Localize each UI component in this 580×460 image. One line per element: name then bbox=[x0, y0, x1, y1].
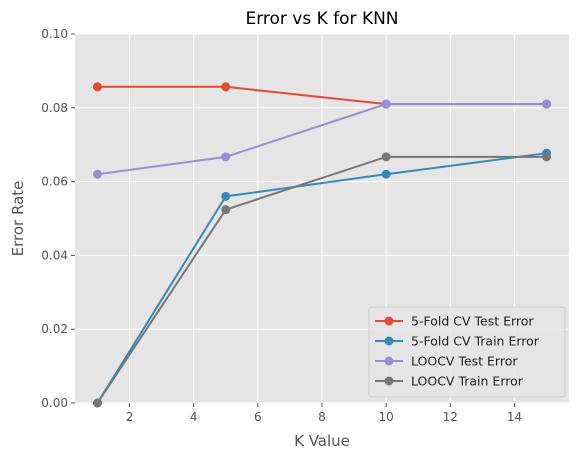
data-point bbox=[221, 82, 230, 91]
x-axis: 2 4 6 8 10 12 14 bbox=[126, 403, 522, 424]
legend-swatch-marker bbox=[385, 337, 394, 346]
y-axis-label: Error Rate bbox=[9, 181, 27, 257]
x-tick-label: 2 bbox=[126, 410, 134, 424]
x-tick-label: 10 bbox=[379, 410, 394, 424]
x-tick-label: 6 bbox=[254, 410, 262, 424]
chart-title: Error vs K for KNN bbox=[245, 9, 398, 29]
y-tick-label: 0.10 bbox=[41, 27, 68, 41]
x-tick-label: 8 bbox=[318, 410, 326, 424]
data-point bbox=[382, 170, 391, 179]
data-point bbox=[542, 152, 551, 161]
data-point bbox=[382, 152, 391, 161]
y-tick-label: 0.08 bbox=[41, 101, 68, 115]
legend-label: LOOCV Test Error bbox=[411, 354, 518, 369]
data-point bbox=[93, 170, 102, 179]
y-tick-label: 0.00 bbox=[41, 396, 68, 410]
legend-label: 5-Fold CV Train Error bbox=[411, 334, 540, 349]
y-axis: 0.00 0.02 0.04 0.06 0.08 0.10 bbox=[41, 27, 75, 410]
legend-swatch-marker bbox=[385, 317, 394, 326]
legend-swatch-marker bbox=[385, 377, 394, 386]
x-tick-label: 14 bbox=[507, 410, 522, 424]
legend: 5-Fold CV Test Error 5-Fold CV Train Erro… bbox=[369, 307, 565, 397]
y-tick-label: 0.04 bbox=[41, 248, 68, 262]
y-tick-label: 0.02 bbox=[41, 322, 68, 336]
legend-label: 5-Fold CV Test Error bbox=[411, 314, 534, 329]
legend-swatch-marker bbox=[385, 357, 394, 366]
data-point bbox=[221, 192, 230, 201]
x-tick-label: 4 bbox=[190, 410, 198, 424]
data-point bbox=[221, 152, 230, 161]
data-point bbox=[221, 205, 230, 214]
legend-label: LOOCV Train Error bbox=[411, 374, 524, 389]
data-point bbox=[382, 100, 391, 109]
data-point bbox=[93, 399, 102, 408]
data-point bbox=[542, 100, 551, 109]
x-tick-label: 12 bbox=[443, 410, 458, 424]
x-axis-label: K Value bbox=[294, 432, 350, 450]
y-tick-label: 0.06 bbox=[41, 175, 68, 189]
data-point bbox=[93, 82, 102, 91]
